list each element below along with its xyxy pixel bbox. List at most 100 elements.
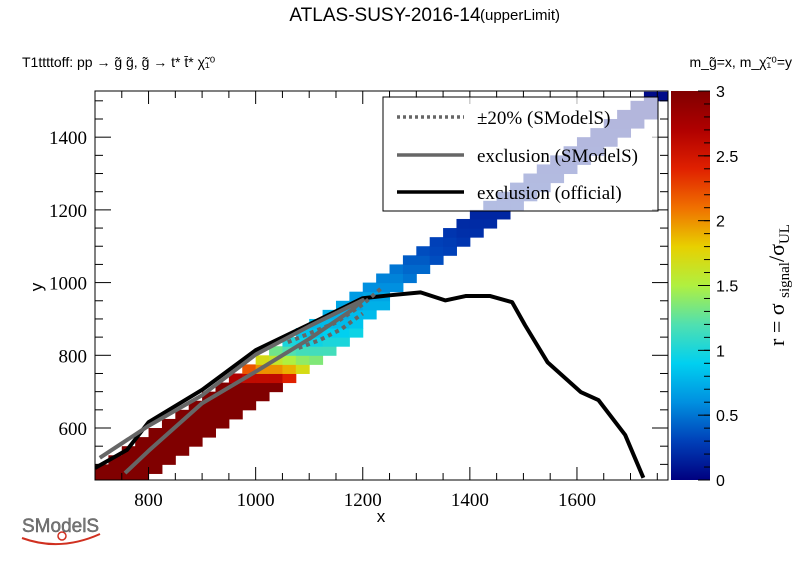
heatmap-cell — [362, 282, 377, 293]
heatmap-cell — [135, 473, 150, 480]
colorbar-tick-label: 2.5 — [716, 149, 738, 166]
heatmap-cell — [295, 328, 310, 338]
heatmap-cell — [188, 400, 203, 411]
heatmap-cell — [215, 409, 230, 420]
heatmap-cell — [429, 237, 444, 247]
heatmap-cell — [443, 246, 457, 256]
colorbar-tick-label: 0.5 — [716, 408, 738, 425]
heatmap-cell — [389, 273, 404, 284]
heatmap-cell — [188, 409, 203, 420]
heatmap-cell — [362, 309, 377, 320]
heatmap-cell — [161, 455, 176, 465]
heatmap-cell — [215, 391, 230, 402]
heatmap-cell — [295, 355, 310, 365]
legend-label-smodels: exclusion (SModelS) — [477, 146, 638, 167]
heatmap-cell — [135, 446, 150, 456]
heatmap-cell — [322, 346, 337, 356]
heatmap-cell — [95, 473, 109, 480]
heatmap-cell — [362, 300, 377, 311]
heatmap-cell — [389, 264, 404, 275]
heatmap-cell — [269, 373, 283, 384]
chart-subtitle: T1ttttoff: pp → g̃ g̃, g̃ → t* t̄* χ̃₁⁰ — [22, 54, 216, 70]
exclusion-lines — [95, 286, 646, 479]
heatmap-cell — [416, 255, 431, 265]
heatmap-cell — [202, 391, 216, 402]
heatmap-cell — [469, 218, 484, 229]
heatmap-cell — [295, 346, 310, 356]
heatmap-cell — [389, 282, 404, 293]
heatmap-cell — [443, 228, 457, 238]
heatmap-cell — [335, 337, 350, 347]
y-tick-label: 800 — [59, 346, 88, 367]
colorbar-title-sub: signal — [777, 262, 793, 298]
heatmap-cell — [282, 373, 297, 384]
colorbar: 0 0.5 1 1.5 2 2.5 3 r = σ signal/σUL — [671, 84, 793, 490]
colorbar-title: r = σ signal/σUL — [764, 224, 793, 346]
y-axis-label: y — [27, 282, 46, 291]
heatmap-cell — [255, 382, 270, 393]
heatmap-cell — [483, 209, 498, 220]
heatmap-cell — [161, 437, 176, 447]
heatmap-cell — [188, 418, 203, 429]
heatmap-cell — [108, 464, 123, 474]
colorbar-tick-label: 3 — [716, 84, 725, 101]
series-line-0 — [95, 290, 646, 479]
heatmap-cell — [349, 309, 364, 320]
heatmap-cell — [429, 246, 444, 256]
heatmap-cell — [188, 437, 203, 447]
heatmap-cell — [335, 318, 350, 329]
smodels-logo: SModelS — [21, 516, 101, 546]
heatmap-cell — [349, 291, 364, 302]
heatmap-cell — [228, 409, 243, 420]
mass-label: m_g̃=x, m_χ̃₁⁰=y — [690, 54, 793, 70]
heatmap-cell — [469, 228, 484, 238]
colorbar-title-text: r = σ — [764, 303, 789, 346]
chart-title-tag: (upperLimit) — [480, 7, 560, 24]
heatmap-cell — [242, 364, 257, 374]
heatmap-cell — [135, 464, 150, 474]
heatmap-cell — [295, 364, 310, 374]
heatmap-cell — [228, 382, 243, 393]
heatmap-cell — [175, 446, 190, 456]
y-tick-label: 1200 — [49, 201, 87, 222]
heatmap-cell — [402, 273, 417, 284]
x-tick-label: 800 — [134, 490, 163, 511]
legend-label-official: exclusion (official) — [477, 183, 622, 204]
heatmap-cell — [135, 455, 150, 465]
colorbar-title-text: /σ — [764, 244, 789, 262]
heatmap-cell — [175, 437, 190, 447]
heatmap-cell — [228, 400, 243, 411]
heatmap-cell — [335, 300, 350, 311]
heatmap-cell — [376, 273, 391, 284]
logo-text: SModelS — [22, 516, 99, 537]
heatmap-cell — [269, 382, 283, 393]
heatmap-cell — [242, 382, 257, 393]
heatmap-cell — [456, 237, 471, 247]
heatmap-cell — [202, 428, 216, 438]
heatmap-cell — [309, 355, 324, 365]
heatmap-cell — [402, 264, 417, 275]
heatmap-cell — [148, 464, 163, 474]
heatmap-cell — [148, 437, 163, 447]
legend-label-20pct: ±20% (SModelS) — [477, 108, 610, 129]
heatmap-cell — [269, 364, 283, 374]
y-tick-label: 1000 — [49, 274, 87, 295]
heatmap-cell — [188, 428, 203, 438]
heatmap-cell — [148, 446, 163, 456]
heatmap-cell — [255, 355, 270, 365]
heatmap-cell — [108, 455, 123, 465]
logo-swoosh — [21, 533, 101, 546]
heatmap-cell — [429, 255, 444, 265]
x-tick-label: 1200 — [344, 490, 382, 511]
plot-frame — [94, 90, 669, 481]
heatmap-cell — [202, 400, 216, 411]
heatmap-cell — [402, 255, 417, 265]
heatmap-cell — [282, 364, 297, 374]
heatmap-cell — [175, 428, 190, 438]
heatmap-cell — [416, 246, 431, 256]
logo-atom — [57, 531, 67, 541]
heatmap-cell — [349, 318, 364, 329]
x-tick-label: 1600 — [558, 490, 596, 511]
series-line-1 — [98, 298, 365, 475]
heatmap-cell — [335, 328, 350, 338]
